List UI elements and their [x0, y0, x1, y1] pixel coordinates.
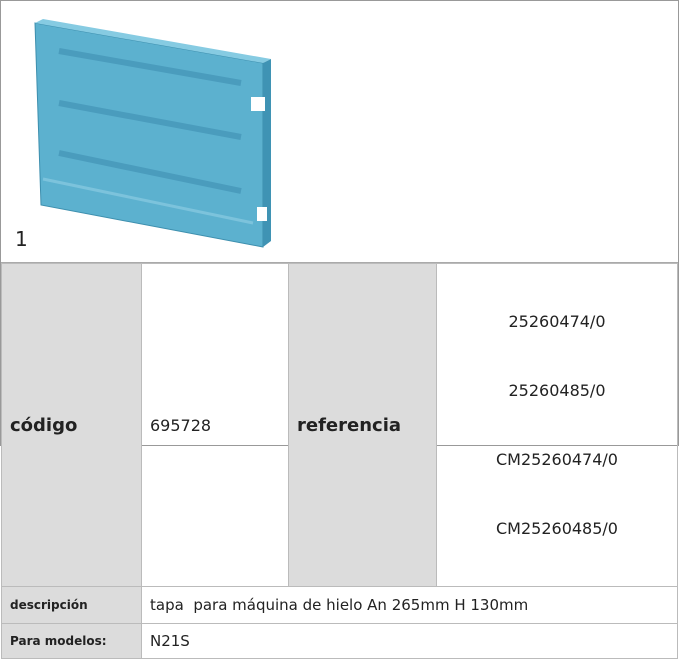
field-label: código: [1, 263, 142, 587]
field-label: Para modelos:: [1, 623, 142, 659]
reference-list: 25260474/0 25260485/0 CM25260474/0 CM252…: [436, 263, 678, 587]
reference: 25260485/0: [508, 381, 606, 400]
field-label: referencia: [288, 263, 437, 587]
spec-table: código 695728 referencia 25260474/0 2526…: [1, 263, 678, 659]
field-value: N21S: [141, 623, 678, 659]
image-label: 1: [15, 227, 28, 251]
product-image: [1, 19, 678, 263]
reference: CM25260474/0: [496, 450, 618, 469]
reference: CM25260485/0: [496, 519, 618, 538]
field-label: descripción: [1, 586, 142, 624]
field-value: 695728: [141, 263, 289, 587]
reference: 25260474/0: [508, 312, 606, 331]
field-value: tapa para máquina de hielo An 265mm H 13…: [141, 586, 678, 624]
